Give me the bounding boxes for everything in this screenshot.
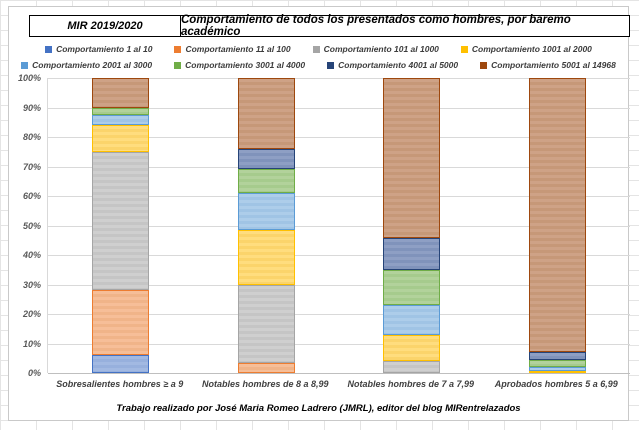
gridline	[48, 225, 630, 227]
bar-segment	[237, 229, 295, 285]
legend-label: Comportamiento 11 al 100	[185, 44, 291, 54]
y-axis-tick-label: 30%	[22, 279, 41, 290]
y-axis-tick-label: 100%	[17, 73, 41, 83]
bar-segment	[237, 284, 295, 363]
gridline	[48, 166, 630, 168]
bar-segment	[383, 238, 441, 270]
chart-label-box: MIR 2019/2020	[29, 15, 181, 37]
bar-segment	[528, 367, 586, 371]
category-label: Notables hombres de 7 a 7,99	[347, 379, 475, 389]
chart-canvas: MIR 2019/2020 Comportamiento de todos lo…	[8, 6, 630, 421]
bar-segment	[237, 78, 295, 150]
legend-row-1: Comportamiento 1 al 10 Comportamiento 11 …	[9, 44, 628, 54]
bar-segment	[528, 78, 586, 352]
y-axis-tick-label: 80%	[22, 132, 41, 142]
y-axis-tick-label: 60%	[22, 191, 41, 201]
legend-swatch-icon	[460, 45, 468, 53]
gridline	[48, 78, 630, 79]
gridline	[48, 343, 630, 345]
bar-segment	[383, 304, 441, 335]
bar-segment	[383, 334, 441, 362]
legend-label: Comportamiento 5001 al 14968	[491, 60, 616, 70]
legend-item: Comportamiento 3001 al 4000	[174, 60, 305, 70]
y-axis-tick-label: 90%	[22, 102, 41, 113]
legend-swatch-icon	[21, 61, 29, 69]
legend-item: Comportamiento 11 al 100	[174, 44, 291, 54]
legend-item: Comportamiento 4001 al 5000	[327, 60, 458, 70]
legend-swatch-icon	[480, 61, 488, 69]
category-label: Notables hombres de 8 a 8,99	[201, 379, 329, 389]
bar-segment	[92, 125, 150, 152]
y-axis-tick-label: 0%	[27, 368, 41, 378]
title-row: MIR 2019/2020 Comportamiento de todos lo…	[29, 14, 630, 38]
bar-segment	[528, 351, 586, 361]
stacked-bar	[92, 78, 150, 373]
bar-segment	[383, 269, 441, 305]
y-axis-tick-label: 10%	[22, 338, 41, 349]
stacked-bar	[237, 78, 295, 373]
gridline	[48, 196, 630, 197]
stacked-bar	[383, 78, 441, 373]
bar-segment	[237, 149, 295, 170]
bar-segment	[383, 78, 441, 239]
legend-item: Comportamiento 101 al 1000	[312, 44, 439, 54]
legend-label: Comportamiento 2001 al 3000	[32, 60, 153, 70]
bar-segment	[528, 370, 586, 373]
bar-segment	[92, 290, 150, 356]
legend-item: Comportamiento 5001 al 14968	[480, 60, 616, 70]
gridline	[48, 255, 630, 256]
stacked-bar	[528, 78, 586, 373]
bars-container	[48, 78, 630, 373]
legend-label: Comportamiento 3001 al 4000	[185, 60, 306, 70]
gridline	[48, 137, 630, 138]
legend-swatch-icon	[174, 45, 182, 53]
bar-segment	[383, 361, 441, 373]
gridline	[48, 107, 630, 109]
y-axis-tick-label: 70%	[22, 161, 41, 172]
category-label: Sobresalientes hombres ≥ a 9	[56, 379, 184, 389]
legend-item: Comportamiento 1001 al 2000	[460, 44, 592, 54]
y-axis-tick-label: 50%	[22, 220, 41, 231]
legend-item: Comportamiento 2001 al 3000	[21, 60, 152, 70]
legend-swatch-icon	[174, 61, 182, 69]
legend-item: Comportamiento 1 al 10	[45, 44, 152, 54]
bar-slot	[339, 78, 485, 373]
bar-segment	[237, 362, 295, 373]
y-axis-tick-label: 20%	[22, 309, 41, 319]
legend-label: Comportamiento 1001 al 2000	[471, 44, 592, 54]
legend-label: Comportamiento 101 al 1000	[323, 44, 439, 54]
legend-swatch-icon	[45, 45, 53, 53]
bar-segment	[92, 151, 150, 291]
category-label: Aprobados hombres 5 a 6,99	[494, 379, 618, 389]
bar-segment	[92, 355, 150, 373]
gridline	[48, 284, 630, 286]
bar-slot	[485, 78, 631, 373]
legend-row-2: Comportamiento 2001 al 3000 Comportamient…	[9, 60, 628, 70]
gridline	[48, 314, 630, 315]
bar-slot	[194, 78, 340, 373]
bar-segment	[92, 108, 150, 115]
legend-swatch-icon	[312, 45, 320, 53]
bar-slot	[48, 78, 194, 373]
bar-segment	[237, 193, 295, 230]
legend-swatch-icon	[327, 61, 335, 69]
bar-segment	[92, 78, 150, 109]
bar-segment	[92, 114, 150, 126]
gridline	[48, 373, 630, 374]
chart-footer: Trabajo realizado por José Maria Romeo L…	[116, 403, 521, 414]
chart-title: Comportamiento de todos los presentados …	[180, 14, 630, 38]
y-axis-tick-label: 40%	[22, 250, 41, 260]
plot-area	[47, 78, 630, 374]
legend-label: Comportamiento 1 al 10	[56, 44, 153, 54]
legend-label: Comportamiento 4001 al 5000	[338, 60, 459, 70]
bar-segment	[237, 169, 295, 194]
x-axis-labels: Sobresalientes hombres ≥ a 9 Notables hom…	[47, 379, 629, 389]
bar-segment	[528, 360, 586, 368]
